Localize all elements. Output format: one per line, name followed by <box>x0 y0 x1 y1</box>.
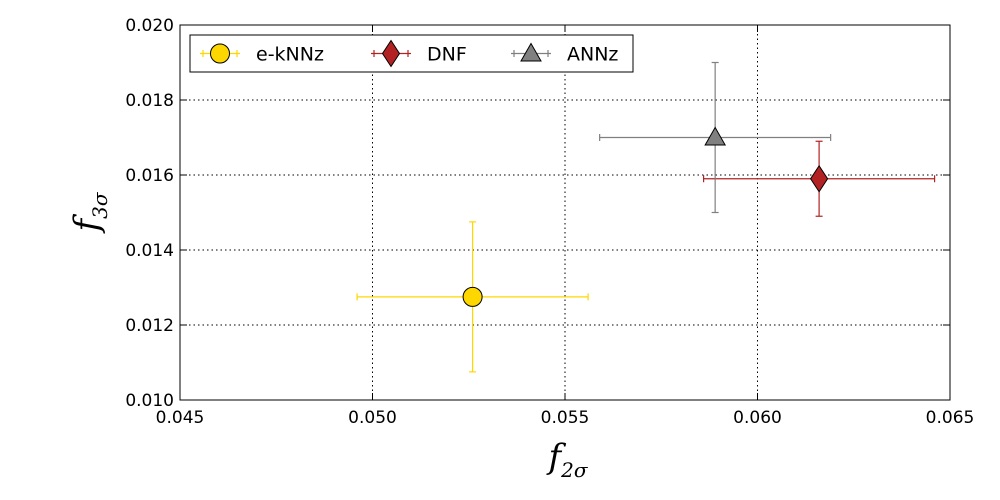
x-tick-label: 0.050 <box>348 408 397 428</box>
plot-frame <box>179 24 951 401</box>
y-tick-label: 0.014 <box>125 241 174 261</box>
legend: e-kNNz DNF ANNz <box>189 34 634 73</box>
grid-lines <box>180 25 950 400</box>
annz-point <box>704 126 727 146</box>
y-tick-label: 0.020 <box>125 16 174 36</box>
x-axis-label: f2σ <box>546 437 589 482</box>
dnf-point <box>810 164 829 193</box>
y-tick-label: 0.018 <box>125 91 174 111</box>
legend-marker-e-knnz <box>210 43 230 64</box>
legend-marker-dnf <box>381 39 401 68</box>
e-knnz-point <box>462 286 483 307</box>
legend-label-annz: ANNz <box>567 44 618 66</box>
y-tick-label: 0.012 <box>125 316 174 336</box>
x-tick-label: 0.055 <box>541 408 590 428</box>
y-tick-label: 0.010 <box>125 391 174 411</box>
legend-label-dnf: DNF <box>427 44 467 66</box>
legend-label-e-knnz: e-kNNz <box>256 44 324 66</box>
error-bars <box>356 61 936 373</box>
x-tick-label: 0.065 <box>926 408 975 428</box>
data-markers <box>462 126 829 307</box>
legend-box <box>189 34 634 73</box>
y-axis-label: f3σ <box>67 191 112 234</box>
x-tick-label: 0.060 <box>733 408 782 428</box>
y-tick-label: 0.016 <box>125 166 174 186</box>
axis-ticks: 0.045 0.050 0.055 0.060 0.065 0.010 0.012 0.014… <box>125 16 974 428</box>
x-tick-label: 0.045 <box>156 408 205 428</box>
legend-marker-annz <box>520 42 542 62</box>
